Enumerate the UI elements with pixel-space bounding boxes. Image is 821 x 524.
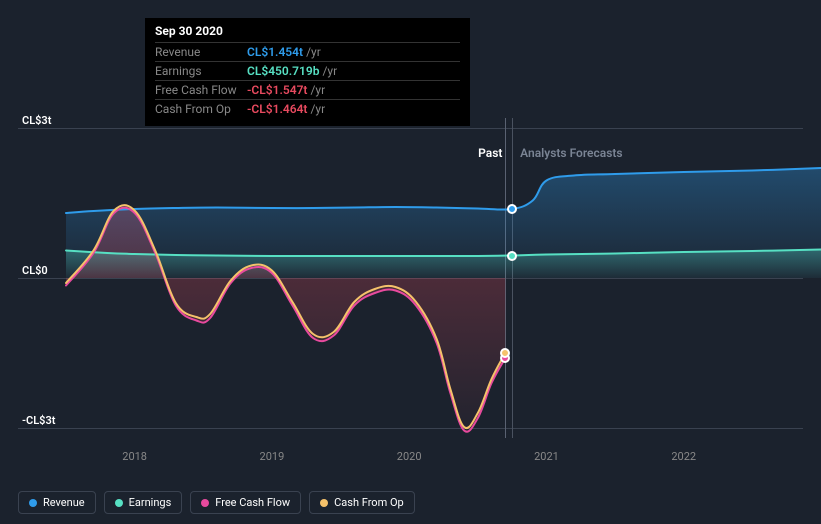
tooltip-metric-unit: /yr xyxy=(306,45,321,59)
legend-dot-icon xyxy=(201,499,209,507)
tooltip-metric-value: -CL$1.464t xyxy=(247,102,307,116)
tooltip-metric-value: CL$1.454t xyxy=(247,45,303,59)
chart-tooltip: Sep 30 2020 RevenueCL$1.454t/yrEarningsC… xyxy=(145,18,470,126)
legend-label: Free Cash Flow xyxy=(215,496,290,509)
tooltip-metric-label: Earnings xyxy=(155,64,247,78)
legend-label: Cash From Op xyxy=(334,496,404,509)
x-axis-label: 2022 xyxy=(671,450,696,463)
tooltip-metric-value: CL$450.719b xyxy=(247,64,319,78)
data-marker xyxy=(507,204,517,214)
tooltip-metric-label: Cash From Op xyxy=(155,102,247,116)
legend-dot-icon xyxy=(115,499,123,507)
tooltip-metric-unit: /yr xyxy=(310,83,325,97)
legend-item[interactable]: Revenue xyxy=(18,491,96,514)
tooltip-row: Cash From Op-CL$1.464t/yr xyxy=(155,99,460,118)
data-marker xyxy=(507,251,517,261)
legend: Revenue Earnings Free Cash Flow Cash From O… xyxy=(18,491,415,514)
tooltip-date: Sep 30 2020 xyxy=(155,24,460,42)
tooltip-metric-value: -CL$1.547t xyxy=(247,83,307,97)
tooltip-row: RevenueCL$1.454t/yr xyxy=(155,42,460,61)
tooltip-metric-unit: /yr xyxy=(322,64,337,78)
tooltip-metric-label: Revenue xyxy=(155,45,247,59)
legend-item[interactable]: Free Cash Flow xyxy=(190,491,301,514)
tooltip-metric-label: Free Cash Flow xyxy=(155,83,247,97)
legend-item[interactable]: Earnings xyxy=(104,491,183,514)
legend-label: Earnings xyxy=(129,496,172,509)
series-area xyxy=(66,168,821,278)
x-axis-label: 2018 xyxy=(122,450,147,463)
x-axis-label: 2019 xyxy=(260,450,285,463)
x-axis-label: 2020 xyxy=(397,450,422,463)
legend-dot-icon xyxy=(29,499,37,507)
data-marker xyxy=(500,348,510,358)
legend-dot-icon xyxy=(320,499,328,507)
tooltip-row: EarningsCL$450.719b/yr xyxy=(155,61,460,80)
legend-item[interactable]: Cash From Op xyxy=(309,491,415,514)
tooltip-metric-unit: /yr xyxy=(310,102,325,116)
chart-area[interactable] xyxy=(18,118,803,448)
tooltip-row: Free Cash Flow-CL$1.547t/yr xyxy=(155,80,460,99)
legend-label: Revenue xyxy=(43,496,85,509)
x-axis-label: 2021 xyxy=(534,450,559,463)
